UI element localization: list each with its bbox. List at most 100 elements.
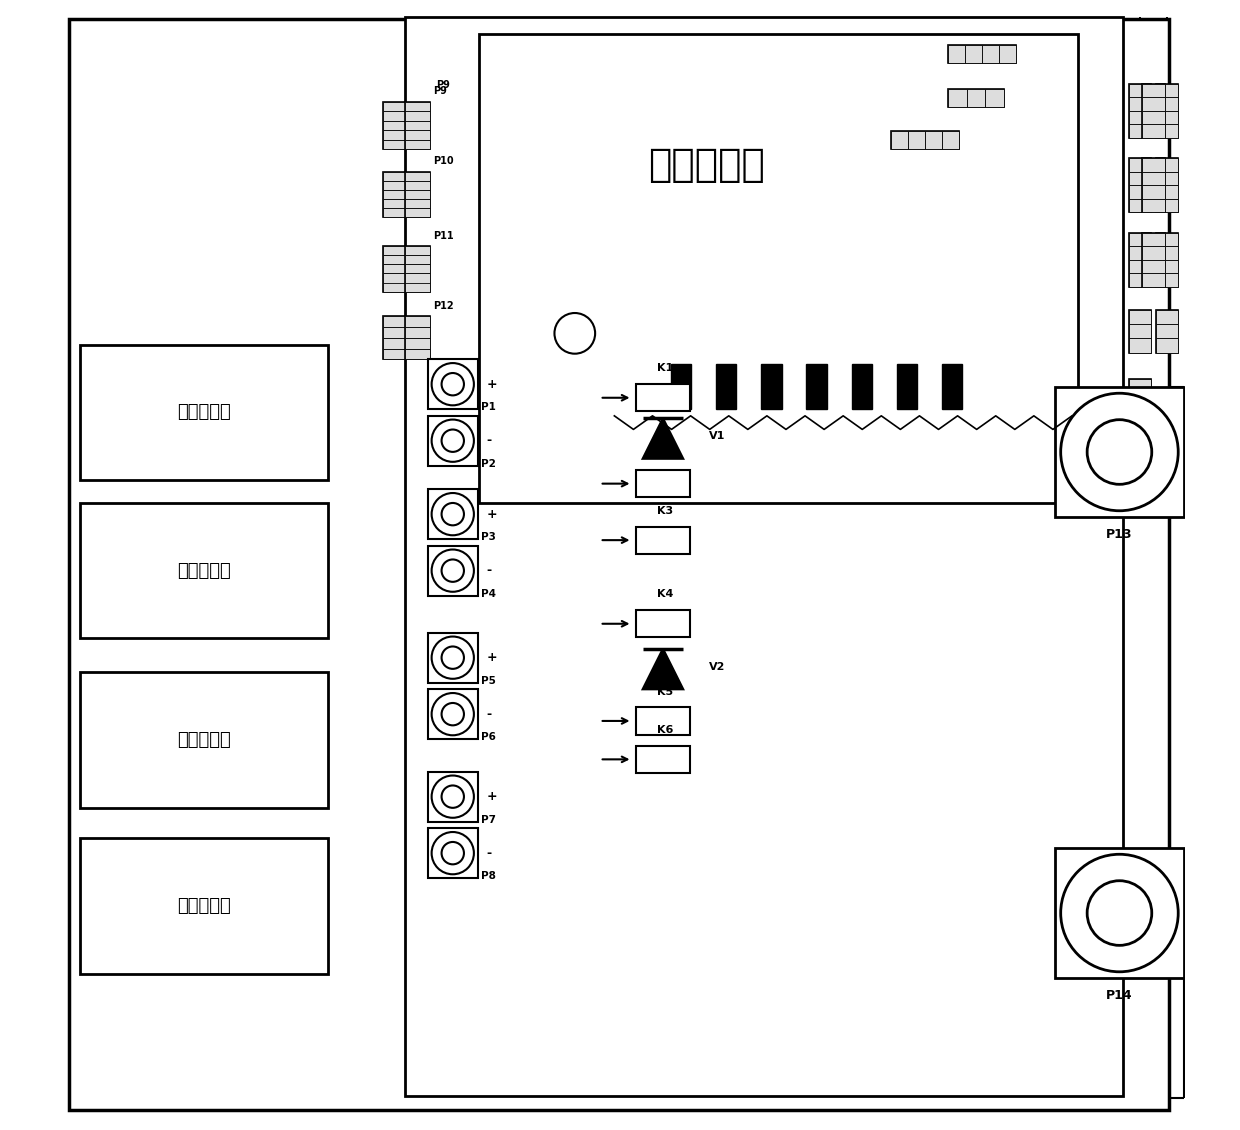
Circle shape [441,503,464,525]
Bar [405,102,430,149]
Bar [405,199,430,208]
Bar [479,34,1078,503]
Text: K5: K5 [657,687,673,696]
Text: P4: P4 [481,589,496,599]
Bar [405,190,430,199]
Circle shape [441,785,464,808]
Bar [947,45,965,63]
Bar [1156,310,1178,324]
Text: P5: P5 [481,676,496,686]
Bar [383,273,405,282]
Bar [897,364,918,409]
Bar [998,45,1016,63]
Circle shape [1060,393,1178,511]
Bar [383,246,405,292]
Bar [852,364,872,409]
Bar [428,772,477,822]
Circle shape [441,842,464,864]
Bar [383,316,405,359]
Bar [405,338,430,348]
Bar [428,633,477,683]
Bar [1156,172,1178,185]
Text: 第三电池包: 第三电池包 [177,731,231,749]
Bar [1156,84,1178,138]
Bar [1156,158,1178,212]
Bar [1142,158,1164,172]
Text: 第二电池包: 第二电池包 [177,562,231,580]
Circle shape [432,832,474,875]
Bar [636,384,689,411]
Bar [1128,97,1151,111]
Bar [715,364,737,409]
Bar [1142,199,1164,212]
Bar [383,199,405,208]
Bar [982,45,998,63]
Text: P12: P12 [434,301,454,311]
Bar [405,17,1123,1096]
Text: P9: P9 [434,86,448,96]
Bar [636,610,689,637]
Bar [636,470,689,497]
Bar [428,828,477,878]
Bar [671,364,691,409]
Bar [636,527,689,554]
Text: K2: K2 [657,450,673,459]
Circle shape [1060,854,1178,972]
Bar [428,489,477,539]
Text: +: + [486,377,497,391]
Text: -: - [486,564,492,577]
Bar [1128,185,1151,199]
Bar [383,121,405,130]
Bar [1156,199,1178,212]
Bar [383,348,405,359]
Bar [1142,172,1164,185]
Text: K3: K3 [657,506,673,515]
Bar [405,121,430,130]
Bar [405,246,430,255]
Bar [405,140,430,149]
Bar [1142,233,1164,287]
Bar [1128,124,1151,138]
Bar [1142,273,1164,287]
Bar [383,282,405,292]
Text: P10: P10 [434,156,454,166]
Circle shape [441,646,464,669]
Bar [79,345,329,480]
Circle shape [432,363,474,406]
Bar [383,246,405,255]
Bar [1156,310,1178,353]
Bar [1156,233,1178,287]
Bar [405,111,430,121]
Bar [405,316,430,328]
Bar [405,348,430,359]
Text: P11: P11 [434,231,454,241]
Bar [405,273,430,282]
Bar [1142,158,1164,212]
Text: 第四电池包: 第四电池包 [177,897,231,915]
Bar [405,172,430,217]
Bar [383,316,405,328]
Circle shape [432,419,474,462]
Bar [1055,849,1184,977]
Bar [405,208,430,217]
Text: +: + [486,507,497,521]
Bar [405,130,430,140]
Bar [1128,396,1151,412]
Text: P1: P1 [481,402,496,412]
Bar [1156,97,1178,111]
Bar [947,89,1004,107]
Bar [892,131,959,149]
Bar [1142,124,1164,138]
Bar [1128,310,1151,353]
Text: K1: K1 [657,364,673,373]
Circle shape [441,559,464,582]
Bar [1142,84,1164,97]
Text: K6: K6 [657,725,673,734]
Bar [405,282,430,292]
Bar [383,172,405,181]
Text: P7: P7 [481,815,496,825]
Bar [383,111,405,121]
Bar [1156,233,1178,246]
Bar [405,172,430,181]
Circle shape [432,493,474,536]
